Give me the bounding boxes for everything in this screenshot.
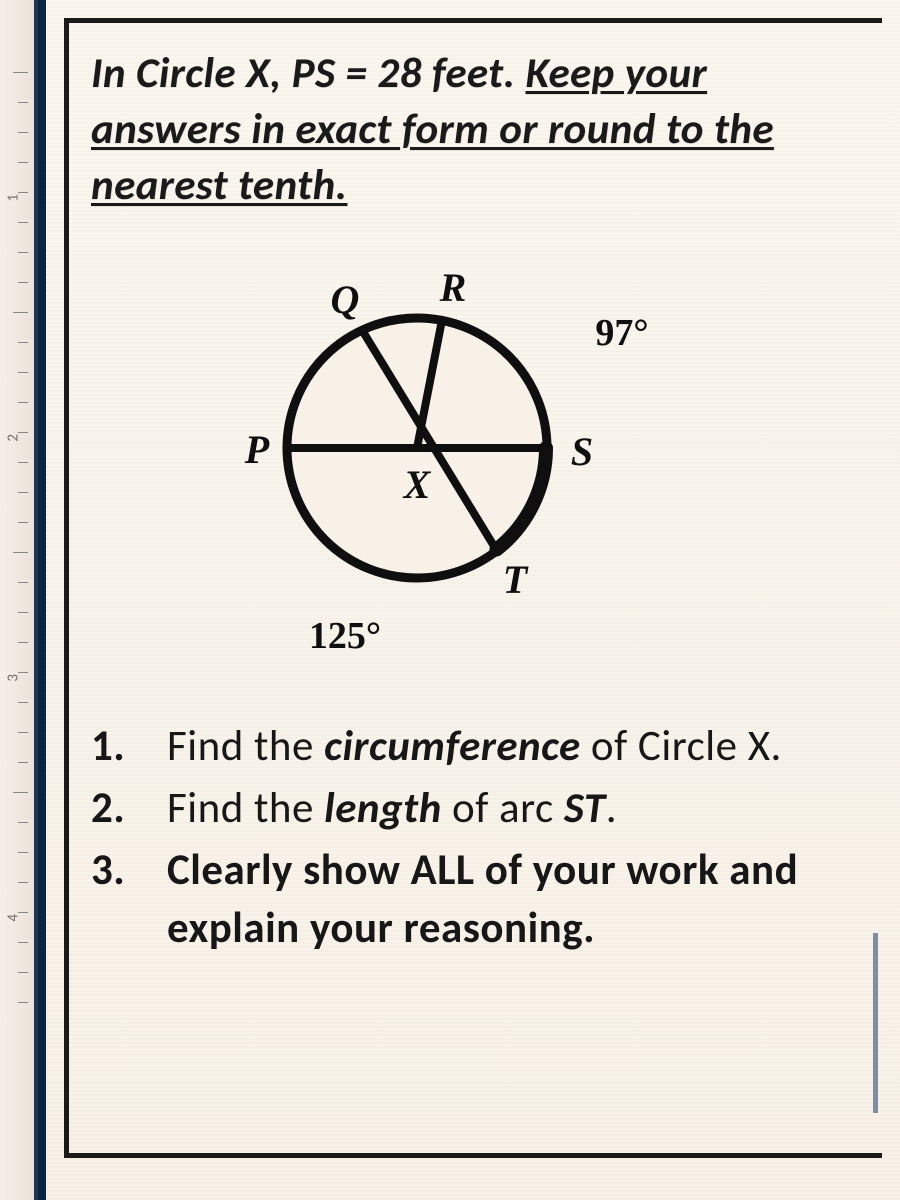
question-number: 1.: [91, 717, 167, 775]
ruler-label: 2: [5, 434, 23, 442]
question-list: 1.Find the circumference of Circle X.2.F…: [91, 717, 862, 957]
question-number: 3.: [91, 841, 167, 899]
page: In Circle X, PS = 28 feet. Keep your ans…: [46, 0, 900, 1200]
question-item: 2.Find the length of arc ST.: [91, 779, 862, 837]
ruler-label: 3: [5, 674, 23, 682]
question-item: 1.Find the circumference of Circle X.: [91, 717, 862, 775]
intro-text: In Circle X, PS = 28 feet. Keep your ans…: [91, 45, 862, 213]
ruler-label: 1: [5, 194, 23, 202]
intro-plain: In Circle X, PS = 28 feet.: [91, 46, 525, 99]
svg-text:P: P: [243, 427, 269, 472]
svg-text:125°: 125°: [308, 615, 380, 657]
svg-text:S: S: [570, 429, 592, 474]
vertical-ruler: 1 2 3 4: [0, 0, 38, 1200]
circle-diagram-svg: Q R P X S T 97° 125°: [217, 243, 737, 673]
svg-text:X: X: [401, 462, 431, 507]
svg-text:T: T: [502, 557, 528, 602]
question-text: Find the length of arc ST.: [167, 779, 862, 837]
question-item: 3.Clearly show ALL of your work and expl…: [91, 841, 862, 957]
question-number: 2.: [91, 779, 167, 837]
scan-edge-artifact: [873, 933, 878, 1113]
ruler-label: 4: [5, 914, 23, 922]
problem-container: In Circle X, PS = 28 feet. Keep your ans…: [64, 18, 882, 1158]
svg-text:R: R: [438, 265, 466, 310]
question-text: Clearly show ALL of your work and explai…: [167, 841, 862, 957]
question-text: Find the circumference of Circle X.: [167, 717, 862, 775]
diagram: Q R P X S T 97° 125°: [91, 243, 862, 673]
svg-text:97°: 97°: [595, 312, 648, 354]
svg-text:Q: Q: [330, 277, 359, 322]
